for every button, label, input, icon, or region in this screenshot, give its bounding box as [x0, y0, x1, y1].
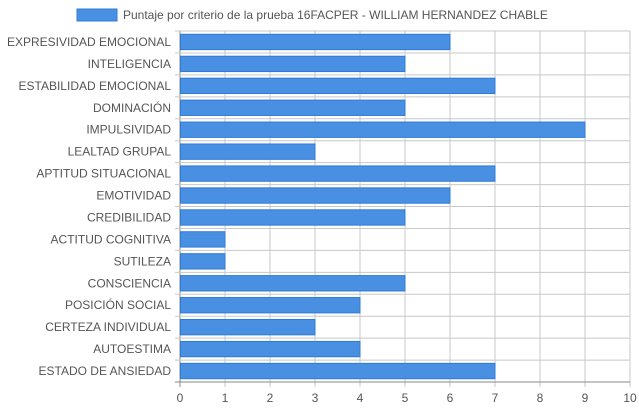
- y-category-label: ACTITUD COGNITIVA: [51, 232, 171, 246]
- bar[interactable]: [180, 318, 316, 336]
- bar[interactable]: [180, 275, 406, 292]
- y-category-label: CONSCIENCIA: [88, 276, 171, 290]
- x-axis-labels: 0 1 2 3 4 5 6 7 8 9 10: [177, 391, 637, 405]
- bar[interactable]: [180, 55, 406, 73]
- bar[interactable]: [180, 77, 496, 95]
- bar[interactable]: [180, 187, 451, 204]
- x-tick-label: 1: [222, 391, 229, 405]
- y-category-label: APTITUD SITUACIONAL: [36, 167, 171, 181]
- bar[interactable]: [180, 209, 406, 226]
- y-category-label: CREDIBILIDAD: [87, 210, 171, 224]
- x-tick-label: 7: [492, 391, 499, 405]
- legend-label[interactable]: Puntaje por criterio de la prueba 16FACP…: [123, 8, 548, 22]
- x-tick-label: 0: [177, 391, 184, 405]
- x-tick-label: 10: [623, 391, 637, 405]
- y-axis-labels: EXPRESIVIDAD EMOCIONAL INTELIGENCIA ESTABI…: [7, 35, 171, 378]
- x-tick-label: 2: [267, 391, 274, 405]
- y-category-label: POSICIÓN SOCIAL: [65, 297, 171, 312]
- y-category-label: INTELIGENCIA: [88, 57, 171, 71]
- bars: [180, 33, 586, 380]
- y-category-label: ESTABILIDAD EMOCIONAL: [19, 79, 172, 93]
- y-category-label: AUTOESTIMA: [93, 342, 171, 356]
- bar[interactable]: [180, 297, 361, 314]
- legend-swatch[interactable]: [76, 8, 118, 22]
- bar[interactable]: [180, 340, 361, 358]
- y-category-label: ESTADO DE ANSIEDAD: [39, 364, 172, 378]
- x-tick-label: 4: [357, 391, 364, 405]
- y-category-label: EMOTIVIDAD: [96, 189, 171, 203]
- y-category-label: SUTILEZA: [114, 254, 171, 268]
- x-tick-label: 8: [537, 391, 544, 405]
- bar[interactable]: [180, 362, 496, 380]
- y-category-label: EXPRESIVIDAD EMOCIONAL: [7, 35, 171, 49]
- bar[interactable]: [180, 143, 316, 160]
- x-tick-label: 9: [582, 391, 589, 405]
- bar[interactable]: [180, 165, 496, 182]
- y-category-label: DOMINACIÓN: [93, 100, 171, 115]
- x-tick-label: 3: [312, 391, 319, 405]
- bar[interactable]: [180, 231, 226, 248]
- legend[interactable]: Puntaje por criterio de la prueba 16FACP…: [76, 8, 548, 22]
- x-tick-label: 6: [447, 391, 454, 405]
- y-category-label: CERTEZA INDIVIDUAL: [45, 320, 171, 334]
- y-category-label: LEALTAD GRUPAL: [68, 145, 172, 159]
- y-category-label: IMPULSIVIDAD: [86, 123, 171, 137]
- bar[interactable]: [180, 121, 586, 138]
- bar[interactable]: [180, 33, 451, 51]
- x-tick-label: 5: [402, 391, 409, 405]
- bar[interactable]: [180, 99, 406, 116]
- bar[interactable]: [180, 253, 226, 270]
